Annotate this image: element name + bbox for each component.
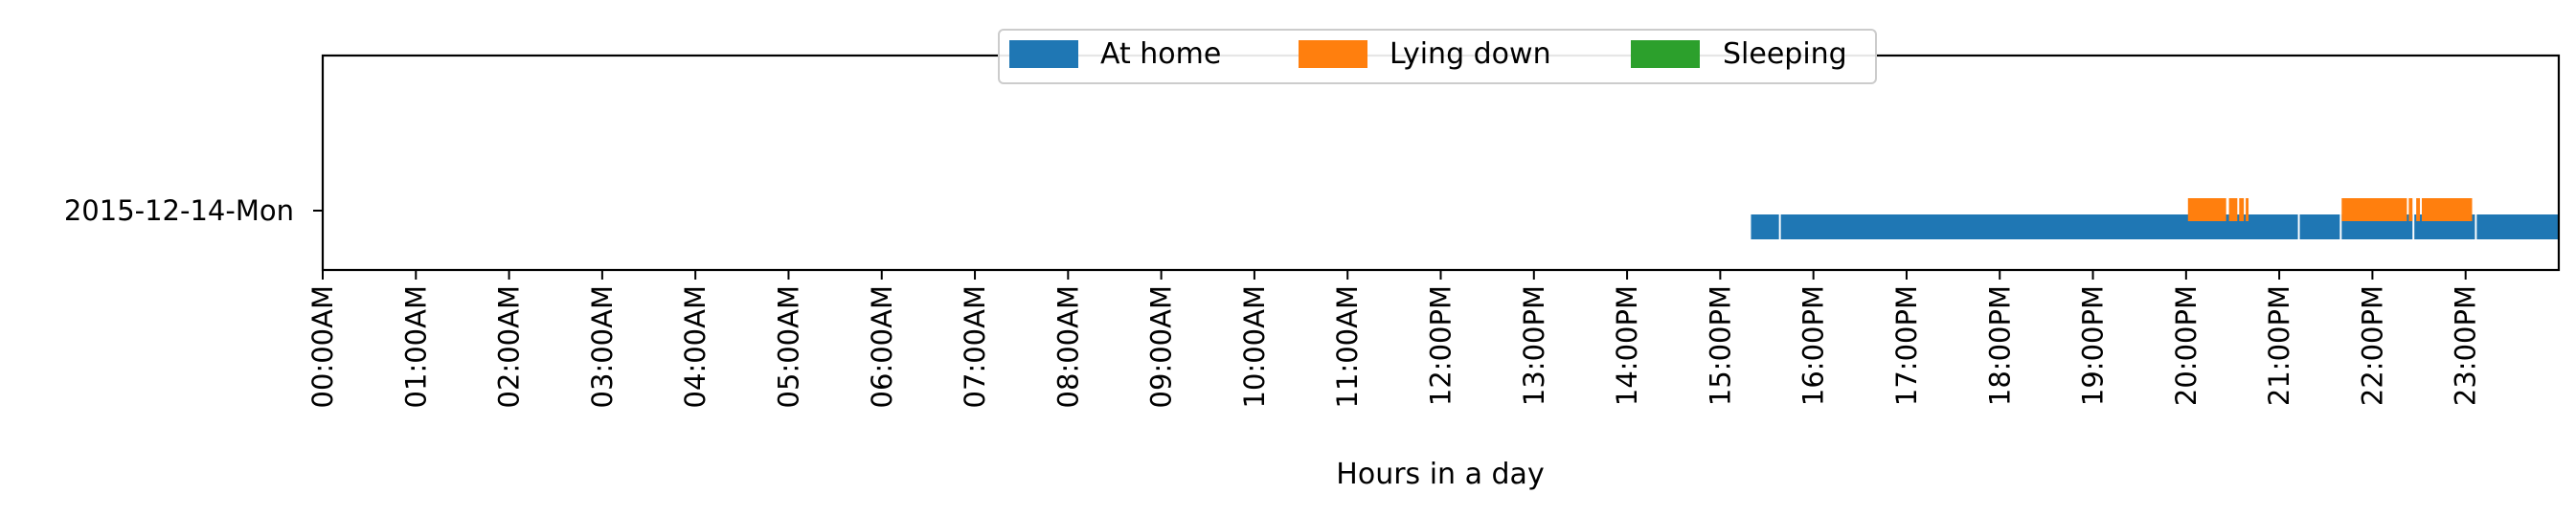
bar-lying-down-6	[2416, 198, 2421, 221]
x-tick-label-5: 05:00AM	[772, 285, 804, 408]
x-tick-label-18: 18:00PM	[1983, 285, 2016, 406]
y-tick-label-0: 2015-12-14-Mon	[64, 194, 294, 227]
x-tick-label-0: 00:00AM	[306, 285, 339, 408]
bar-lying-down-4	[2341, 198, 2407, 221]
x-tick-label-8: 08:00AM	[1051, 285, 1084, 408]
x-axis-label: Hours in a day	[1336, 458, 1544, 491]
x-tick-label-13: 13:00PM	[1518, 285, 1550, 406]
legend-swatch-1	[1299, 40, 1367, 68]
x-tick-label-9: 09:00AM	[1145, 285, 1178, 408]
x-tick-label-15: 15:00PM	[1704, 285, 1736, 406]
x-tick-label-7: 07:00AM	[959, 285, 991, 408]
x-tick-label-23: 23:00PM	[2450, 285, 2482, 406]
bar-lying-down-3	[2246, 198, 2249, 221]
x-tick-label-22: 22:00PM	[2356, 285, 2388, 406]
y-axis: 2015-12-14-Mon	[64, 194, 323, 227]
bar-lying-down-0	[2187, 198, 2226, 221]
bar-at-home-2	[2299, 214, 2340, 239]
bar-at-home-5	[2476, 214, 2559, 239]
legend-swatch-2	[1631, 40, 1700, 68]
x-tick-label-3: 03:00AM	[586, 285, 619, 408]
plot-marks	[1751, 198, 2559, 239]
bar-lying-down-2	[2239, 198, 2245, 221]
x-tick-label-20: 20:00PM	[2170, 285, 2203, 406]
x-tick-label-19: 19:00PM	[2077, 285, 2110, 406]
x-axis: 00:00AM 01:00AM 02:00AM 03:00AM 04:00AM 05:00…	[306, 270, 2482, 408]
x-tick-label-12: 12:00PM	[1425, 285, 1457, 406]
x-tick-label-4: 04:00AM	[679, 285, 712, 408]
x-tick-label-2: 02:00AM	[493, 285, 526, 408]
x-tick-label-6: 06:00AM	[866, 285, 898, 408]
x-tick-label-14: 14:00PM	[1611, 285, 1643, 406]
x-tick-label-1: 01:00AM	[399, 285, 432, 408]
x-tick-label-17: 17:00PM	[1890, 285, 1923, 406]
bar-lying-down-1	[2228, 198, 2238, 221]
bar-lying-down-7	[2421, 198, 2473, 221]
x-tick-label-21: 21:00PM	[2263, 285, 2295, 406]
bar-lying-down-5	[2408, 198, 2413, 221]
legend-label-1: Lying down	[1390, 37, 1551, 71]
legend-swatch-0	[1009, 40, 1078, 68]
bar-at-home-0	[1751, 214, 1779, 239]
legend: At home Lying down Sleeping	[998, 29, 1877, 84]
legend-label-2: Sleeping	[1723, 37, 1847, 71]
x-tick-label-10: 10:00AM	[1238, 285, 1271, 408]
legend-label-0: At home	[1100, 37, 1221, 71]
x-tick-label-16: 16:00PM	[1797, 285, 1830, 406]
x-tick-label-11: 11:00AM	[1331, 285, 1364, 408]
